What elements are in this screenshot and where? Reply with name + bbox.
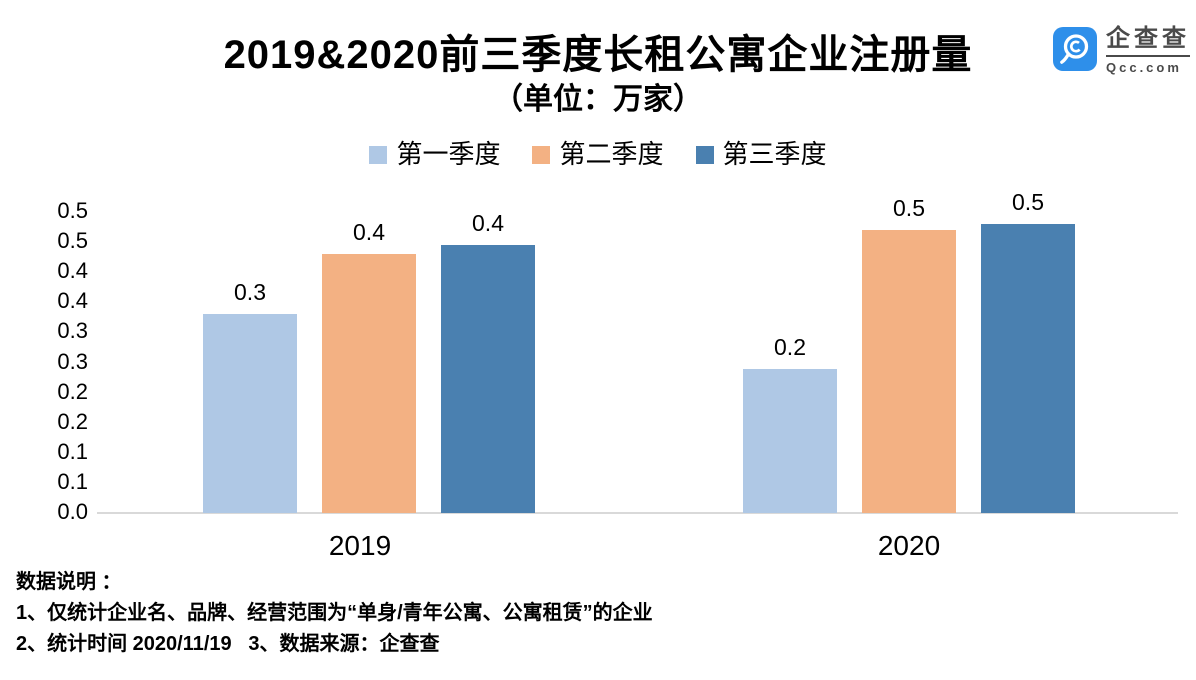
legend-label-q1: 第一季度	[396, 139, 501, 169]
legend-label-q2: 第二季度	[559, 139, 664, 169]
y-axis-tick-label: 0.3	[57, 318, 88, 344]
bar-2020-q3	[981, 224, 1075, 513]
y-axis-tick-label: 0.5	[57, 228, 88, 254]
bar-2019-q3	[441, 245, 535, 513]
qcc-logo-text: 企查查 Qcc.com	[1106, 27, 1190, 74]
data-notes: 数据说明 ： 1、仅统计企业名、品牌、经营范围为“单身/青年公寓、公寓租赁”的企…	[16, 567, 653, 660]
legend-item-q3: 第三季度	[695, 139, 827, 170]
x-axis-category-label-2020: 2020	[877, 530, 941, 561]
y-axis-tick-label: 0.2	[57, 378, 88, 404]
bar-value-label-2019-q3: 0.4	[472, 210, 504, 236]
bar-2019-q1	[203, 314, 297, 513]
chart-title: 2019&2020前三季度长租公寓企业注册量	[223, 33, 973, 77]
x-axis-line	[97, 512, 1178, 514]
y-axis-tick-label: 0.3	[57, 348, 88, 374]
qcc-logo-domain: Qcc.com	[1106, 60, 1182, 75]
y-axis-tick-label: 0.4	[57, 288, 88, 314]
qcc-magnifier-icon	[1053, 27, 1097, 71]
data-note-2: 2、统计时间 2020/11/19 3、数据来源：企查查	[16, 633, 440, 655]
bar-value-label-2020-q2: 0.5	[893, 195, 925, 221]
qcc-logo: 企查查 Qcc.com	[1053, 27, 1190, 74]
chart-subtitle: （单位：万家）	[493, 83, 703, 116]
bar-value-label-2020-q1: 0.2	[774, 334, 806, 360]
bar-2020-q1	[743, 369, 837, 513]
y-axis-tick-label: 0.0	[57, 499, 88, 525]
y-axis-tick-label: 0.1	[57, 469, 88, 495]
legend-label-q3: 第三季度	[722, 139, 827, 169]
bar-2020-q2	[862, 230, 956, 513]
qcc-logo-name: 企查查	[1106, 27, 1190, 57]
y-axis-tick-label: 0.5	[57, 198, 88, 224]
bar-value-label-2019-q2: 0.4	[353, 219, 385, 245]
bar-value-label-2019-q1: 0.3	[234, 279, 266, 305]
data-notes-heading: 数据说明 ：	[16, 571, 122, 593]
legend-swatch-q2	[532, 145, 551, 164]
x-axis-category-label-2019: 2019	[328, 530, 392, 561]
legend-swatch-q3	[695, 145, 714, 164]
bar-2019-q2	[322, 254, 416, 513]
y-axis-tick-label: 0.1	[57, 438, 88, 464]
legend-item-q1: 第一季度	[369, 139, 500, 170]
chart-legend: 第一季度 第二季度 第三季度	[0, 139, 1196, 170]
y-axis-tick-label: 0.4	[57, 258, 88, 284]
data-note-1: 1、仅统计企业名、品牌、经营范围为“单身/青年公寓、公寓租赁”的企业	[16, 602, 653, 624]
y-axis-tick-label: 0.2	[57, 408, 88, 434]
legend-item-q2: 第二季度	[532, 139, 664, 170]
bar-value-label-2020-q3: 0.5	[1012, 189, 1044, 215]
legend-swatch-q1	[369, 145, 388, 164]
